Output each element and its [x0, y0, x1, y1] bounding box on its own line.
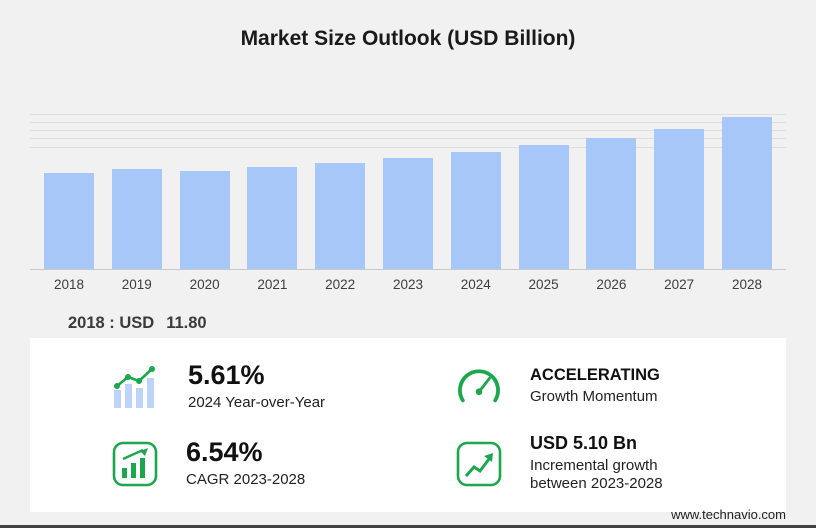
stat-incremental-label: Incremental growth between 2023-2028 — [530, 457, 663, 495]
x-tick-2018: 2018 — [53, 277, 85, 292]
stat-incremental-text: USD 5.10 Bn Incremental growth between 2… — [530, 433, 663, 494]
bar-2023 — [382, 158, 433, 269]
x-tick-2024: 2024 — [460, 277, 491, 292]
bar-2021 — [247, 167, 298, 269]
callout-year-label: 2018 : USD — [68, 314, 155, 332]
speedometer-icon — [456, 367, 502, 407]
stat-incremental-label-line2: between 2023-2028 — [530, 475, 663, 493]
bar-2025 — [518, 145, 569, 269]
bar-2027 — [654, 129, 705, 269]
stat-cagr: 6.54% CAGR 2023-2028 — [112, 425, 456, 502]
stat-yoy-value: 5.61% — [188, 360, 265, 391]
chart-plot-area — [30, 112, 786, 270]
stat-momentum-value: ACCELERATING — [530, 366, 660, 385]
bar-2026 — [586, 138, 637, 269]
page-title: Market Size Outlook (USD Billion) — [240, 27, 576, 50]
stat-momentum: ACCELERATING Growth Momentum — [456, 348, 776, 425]
stat-cagr-value: 6.54% — [186, 437, 263, 468]
bar-2022 — [315, 163, 366, 269]
x-tick-2019: 2019 — [121, 277, 152, 292]
gridline-17 — [30, 130, 786, 132]
callout-value: 11.80 — [166, 314, 207, 332]
x-axis-labels: 2018 2019 2020 2021 2022 2023 2024 2025 2026 2027… — [30, 277, 786, 292]
bar-2020 — [179, 171, 230, 269]
stat-yoy-label: 2024 Year-over-Year — [188, 394, 326, 412]
stats-grid: 5.61% 2024 Year-over-Year ACCELERATING G… — [30, 338, 786, 512]
bar-trend-icon — [112, 364, 160, 410]
value-callout: 2018 : USD 11.80 — [68, 314, 207, 333]
stat-cagr-text: 6.54% CAGR 2023-2028 — [186, 437, 305, 490]
stat-incremental-label-line1: Incremental growth — [530, 456, 658, 474]
stat-yoy-text: 5.61% 2024 Year-over-Year — [188, 360, 325, 413]
x-tick-2025: 2025 — [528, 277, 559, 292]
gridline-18 — [30, 122, 786, 124]
x-tick-2028: 2028 — [731, 277, 762, 292]
stat-momentum-label: Growth Momentum — [530, 388, 658, 406]
bar-2028 — [721, 117, 772, 269]
x-tick-2026: 2026 — [596, 277, 627, 292]
x-tick-2023: 2023 — [392, 277, 423, 292]
x-tick-2021: 2021 — [257, 277, 288, 292]
stat-yoy: 5.61% 2024 Year-over-Year — [112, 348, 456, 425]
bar-2024 — [450, 152, 501, 269]
stats-panel: 5.61% 2024 Year-over-Year ACCELERATING G… — [30, 338, 786, 512]
x-tick-2027: 2027 — [664, 277, 695, 292]
bar-2019 — [111, 169, 162, 269]
growth-line-box-icon — [456, 441, 502, 487]
gridline-16 — [30, 138, 786, 140]
x-tick-2020: 2020 — [189, 277, 220, 292]
bars — [30, 112, 786, 269]
market-size-bar-chart: 2018 2019 2020 2021 2022 2023 2024 2025 2026 2027… — [30, 112, 786, 292]
bar-2018 — [44, 173, 94, 269]
x-tick-2022: 2022 — [325, 277, 356, 292]
website-link[interactable]: www.technavio.com — [671, 507, 786, 522]
bar-chart-box-icon — [112, 441, 158, 487]
bottom-border — [0, 525, 816, 528]
gridline-19 — [30, 114, 786, 116]
stat-incremental-value: USD 5.10 Bn — [530, 432, 638, 453]
gridline-15 — [30, 146, 786, 148]
stat-incremental: USD 5.10 Bn Incremental growth between 2… — [456, 425, 776, 502]
stat-momentum-text: ACCELERATING Growth Momentum — [530, 366, 660, 407]
stat-cagr-label: CAGR 2023-2028 — [186, 471, 306, 489]
